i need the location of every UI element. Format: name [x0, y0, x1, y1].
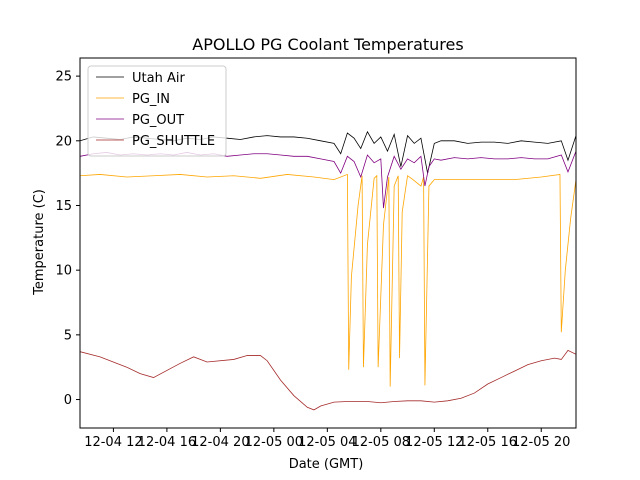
y-tick-label: 20 — [55, 134, 72, 149]
legend-label: PG_IN — [132, 92, 170, 107]
x-axis-label: Date (GMT) — [289, 457, 364, 472]
x-tick-label: 12-05 16 — [459, 435, 517, 450]
legend-label: PG_SHUTTLE — [132, 134, 215, 149]
x-tick-label: 12-05 08 — [352, 435, 410, 450]
series-line-pg-shuttle — [80, 349, 576, 411]
x-tick-label: 12-04 16 — [138, 435, 196, 450]
legend: Utah Air PG_IN PG_OUT PG_SHUTTLE — [87, 65, 227, 157]
y-tick-label: 5 — [64, 328, 72, 343]
y-tick-label: 25 — [55, 70, 72, 85]
legend-box — [87, 65, 227, 157]
y-tick-label: 0 — [64, 393, 72, 408]
x-tick-label: 12-05 04 — [298, 435, 356, 450]
series-line-pg-in — [80, 173, 576, 387]
y-tick-label: 10 — [55, 264, 72, 279]
x-tick-label: 12-05 12 — [405, 435, 463, 450]
x-tick-label: 12-05 00 — [245, 435, 303, 450]
legend-label: Utah Air — [132, 71, 185, 86]
y-axis-label: Temperature (C) — [32, 189, 47, 296]
legend-label: PG_OUT — [132, 113, 184, 128]
x-tick-label: 12-04 12 — [84, 435, 142, 450]
y-tick-label: 15 — [55, 199, 72, 214]
chart-title: APOLLO PG Coolant Temperatures — [192, 35, 463, 54]
x-tick-label: 12-05 20 — [512, 435, 570, 450]
x-tick-label: 12-04 20 — [191, 435, 249, 450]
axes-frame — [79, 57, 577, 429]
